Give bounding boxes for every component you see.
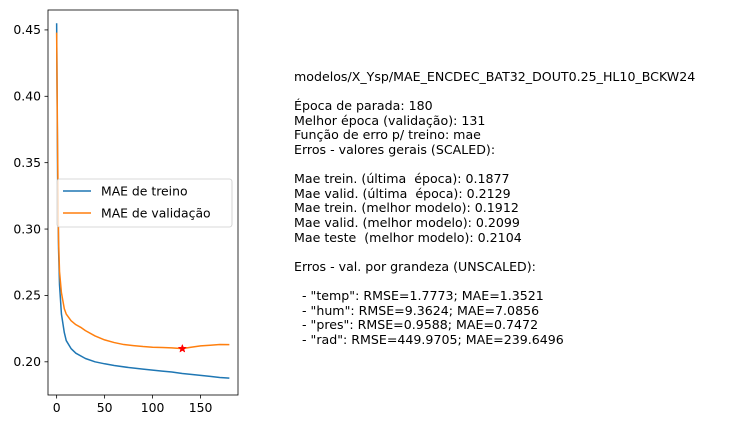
info-line: Mae valid. (melhor modelo): 0.2099 [294, 214, 520, 230]
x-tick-label: 50 [97, 400, 113, 415]
info-line [294, 85, 695, 100]
training-info-text: modelos/X_Ysp/MAE_ENCDEC_BAT32_DOUT0.25_… [294, 69, 696, 347]
x-tick-label: 150 [189, 400, 213, 415]
info-line: - "hum": RMSE=9.3624; MAE=7.0856 [294, 302, 540, 318]
legend-box [56, 178, 233, 228]
y-tick-label: 0.40 [13, 89, 41, 104]
x-tick-label: 0 [53, 400, 61, 415]
info-line: Mae trein. (última época): 0.1877 [294, 171, 510, 187]
y-tick-label: 0.20 [13, 354, 41, 369]
series-line-validacao [55, 32, 230, 350]
x-tick-label: 100 [141, 400, 165, 415]
info-line: Erros - val. por grandeza (UNSCALED): [294, 258, 536, 274]
info-line: Melhor época (validação): 131 [294, 112, 486, 128]
legend-label-validacao: MAE de validação [101, 205, 211, 220]
series-line-treino [55, 23, 230, 379]
y-tick-label: 0.45 [13, 22, 41, 37]
info-line: modelos/X_Ysp/MAE_ENCDEC_BAT32_DOUT0.25_… [294, 69, 696, 84]
y-tick-label: 0.25 [13, 288, 41, 303]
legend-label-treino: MAE de treino [101, 183, 188, 198]
info-line: Época de parada: 180 [294, 98, 433, 114]
info-line: - "rad": RMSE=449.9705; MAE=239.6496 [294, 331, 564, 347]
axes: 0 50 100 150 0.20 0.25 0.30 0.35 0.40 0.45 [13, 9, 239, 415]
info-line: Mae trein. (melhor modelo): 0.1912 [294, 200, 519, 216]
info-line: Função de erro p/ treino: mae [294, 127, 481, 143]
plot-series [55, 23, 230, 379]
y-tick-label: 0.35 [13, 155, 41, 170]
info-line [294, 245, 695, 260]
best-epoch-marker [177, 343, 188, 353]
y-tick-label: 0.30 [13, 221, 41, 236]
info-line: Mae valid. (última época): 0.2129 [294, 185, 511, 201]
info-line [294, 158, 695, 173]
info-line: Erros - valores gerais (SCALED): [294, 141, 496, 157]
info-line [294, 274, 695, 289]
info-line: - "pres": RMSE=0.9588; MAE=0.7472 [294, 317, 539, 333]
info-line: Mae teste (melhor modelo): 0.2104 [294, 229, 522, 245]
info-line: - "temp": RMSE=1.7773; MAE=1.3521 [294, 287, 544, 303]
plot-frame [47, 9, 239, 396]
legend: MAE de treino MAE de validação [56, 178, 233, 228]
